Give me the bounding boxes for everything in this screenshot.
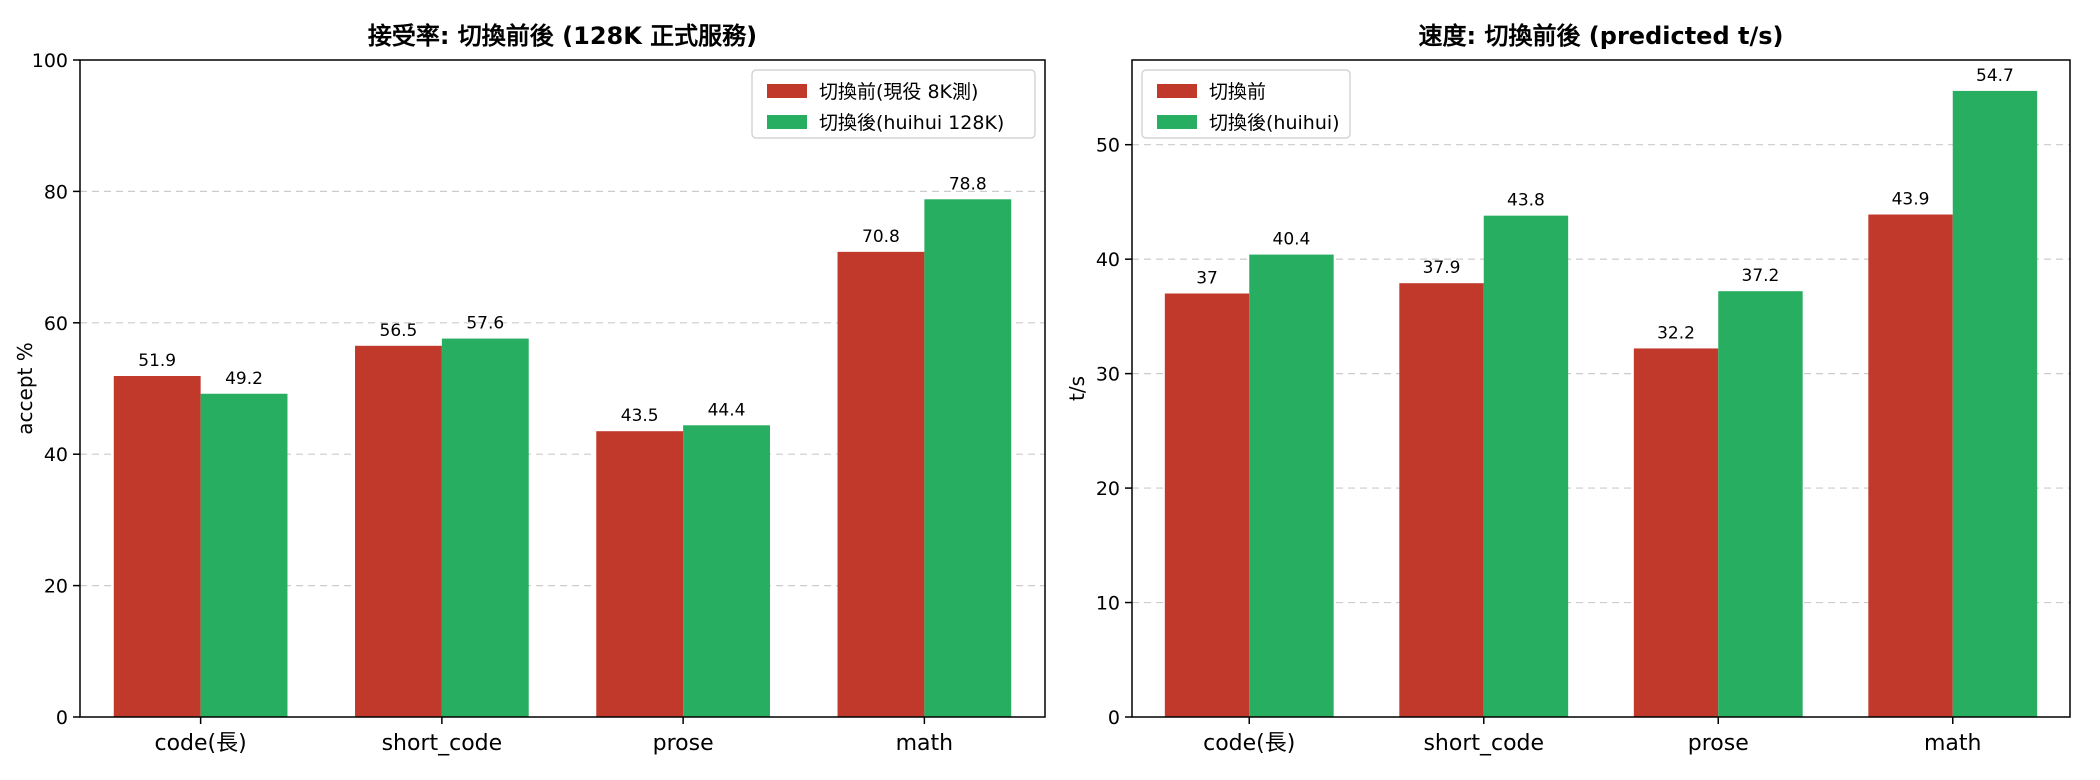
y-tick-label: 100 (32, 50, 68, 72)
bar-after (1249, 254, 1334, 717)
legend-label: 切換前 (1209, 81, 1266, 103)
y-axis-label: accept % (13, 342, 37, 434)
bar-before (1868, 214, 1953, 717)
bar-before (1399, 283, 1484, 717)
bar-after (200, 393, 288, 717)
legend-label: 切換前(現役 8K測) (819, 81, 978, 103)
y-tick-label: 30 (1096, 364, 1120, 386)
plot-frame (1131, 59, 2071, 718)
bar-value-label: 37 (1196, 268, 1218, 288)
y-tick-label: 50 (1096, 135, 1120, 157)
category-label: prose (1688, 731, 1749, 756)
bar-after (1952, 90, 2038, 718)
bar-after (683, 425, 770, 717)
category-label: short_code (1423, 731, 1544, 756)
category-label: code(長) (155, 731, 247, 756)
bar-value-label: 70.8 (862, 227, 900, 247)
y-tick-label: 40 (44, 444, 68, 466)
category-label: prose (653, 731, 714, 756)
chart-title: 速度: 切換前後 (predicted t/s) (1419, 22, 1784, 50)
bar-value-label: 44.4 (708, 400, 746, 420)
bar-after (1483, 215, 1569, 717)
bar-value-label: 40.4 (1273, 230, 1311, 250)
legend-box (751, 69, 1036, 139)
bar-before (1164, 293, 1250, 717)
bar-value-label: 54.7 (1976, 66, 2014, 86)
y-tick-label: 40 (1096, 249, 1120, 271)
accept-rate-chart: 51.9 56.5 43.5 70.8 49.2 57.6 44.4 78.8 0 20 40 60 8… (13, 22, 1046, 756)
y-axis-label: t/s (1065, 376, 1089, 401)
bar-value-label: 57.6 (466, 314, 504, 334)
accept-rate-chart-svg: 51.9 56.5 43.5 70.8 49.2 57.6 44.4 78.8 0 20 40 60 8… (13, 22, 1046, 756)
bar-before (596, 431, 684, 717)
legend-swatch (1157, 84, 1197, 98)
category-label: math (1924, 731, 1981, 756)
category-label: short_code (382, 731, 503, 756)
bar-after (1718, 291, 1803, 717)
y-tick-label: 0 (1108, 707, 1120, 729)
bar-value-label: 37.2 (1742, 266, 1780, 286)
bar-value-label: 43.9 (1892, 190, 1930, 210)
y-tick-label: 20 (44, 576, 68, 598)
legend-swatch (767, 115, 807, 129)
y-tick-label: 60 (44, 313, 68, 335)
chart-title: 接受率: 切換前後 (128K 正式服務) (368, 22, 757, 50)
bar-before (1633, 348, 1719, 717)
plot-frame (79, 59, 1046, 718)
bar-before (355, 345, 442, 717)
legend-label: 切換後(huihui 128K) (819, 112, 1004, 134)
y-tick-label: 20 (1096, 478, 1120, 500)
bar-value-label: 43.5 (621, 406, 659, 426)
bar-value-label: 37.9 (1423, 258, 1461, 278)
y-tick-label: 80 (44, 181, 68, 203)
bar-after (441, 338, 529, 717)
bar-value-label: 51.9 (138, 351, 176, 371)
category-label: math (896, 731, 953, 756)
legend-label: 切換後(huihui) (1209, 112, 1340, 134)
speed-chart-svg: 37 37.9 32.2 43.9 40.4 43.8 37.2 54.7 0 10 20 30 40 5… (1065, 22, 2071, 756)
bar-after (924, 199, 1012, 717)
bar-value-label: 43.8 (1507, 191, 1545, 211)
legend-swatch (1157, 115, 1197, 129)
y-tick-label: 10 (1096, 593, 1120, 615)
bar-value-label: 32.2 (1657, 323, 1695, 343)
bar-value-label: 49.2 (225, 369, 263, 389)
bar-before (837, 251, 925, 717)
bar-before (113, 376, 201, 717)
y-tick-label: 0 (56, 707, 68, 729)
legend-swatch (767, 84, 807, 98)
bar-value-label: 78.8 (949, 174, 987, 194)
speed-chart: 37 37.9 32.2 43.9 40.4 43.8 37.2 54.7 0 10 20 30 40 5… (1050, 0, 2100, 780)
bar-value-label: 56.5 (380, 321, 418, 341)
category-label: code(長) (1203, 731, 1295, 756)
